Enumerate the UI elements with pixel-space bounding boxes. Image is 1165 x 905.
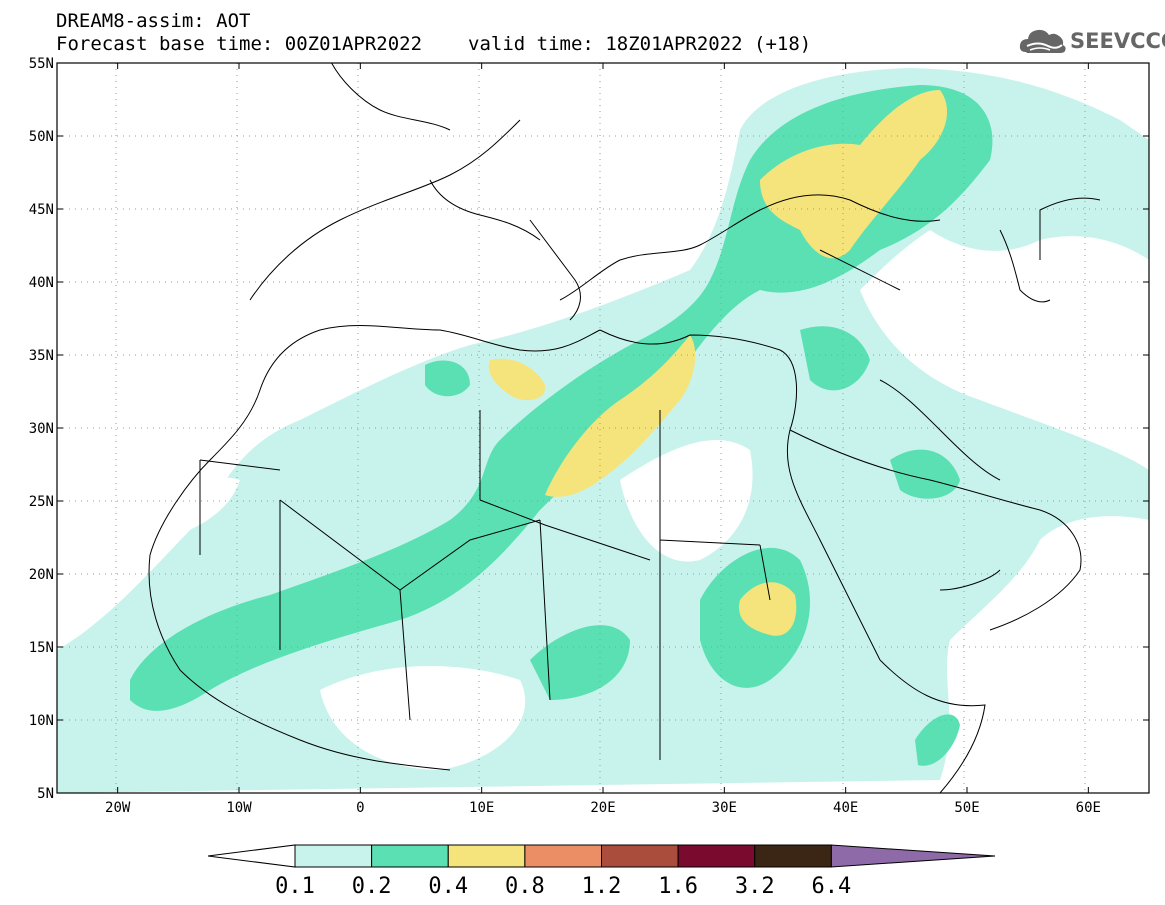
lat-tick-label: 30N [29,421,54,437]
lon-tick-label: 30E [712,800,737,816]
aot-hole-2 [620,440,753,562]
aot-field-mid-6 [425,360,470,397]
colorbar-label: 1.2 [582,874,622,899]
aot-hole-3 [320,666,526,770]
graticule [57,63,1149,793]
colorbar-swatch [601,844,679,868]
seevccc-logo: SEEVCCC [1018,24,1165,58]
aot-field-high-1 [760,90,948,259]
lat-tick-label: 5N [37,786,54,802]
cloud-icon [1019,29,1066,53]
aot-field-mid-4 [800,326,870,391]
valid-time: valid time: 18Z01APR2022 (+18) [468,33,812,55]
lat-ticks: 55N 50N 45N 40N 35N 30N 25N 20N 15N 10N 5N [29,56,1149,802]
lon-tick-label: 40E [833,800,858,816]
colorbar-label: 0.4 [428,874,468,899]
lat-tick-label: 40N [29,275,54,291]
lat-tick-label: 55N [29,56,54,72]
aot-field-mid-7 [915,714,960,766]
aot-field-mid [130,85,993,711]
colorbar-label: 0.2 [352,874,392,899]
lon-tick-label: 50E [954,800,979,816]
colorbar-swatch [294,844,373,868]
aot-field-high-4 [739,582,797,636]
colorbar-label: 3.2 [735,874,775,899]
lon-ticks: 20W 10W 0 10E 20E 30E 40E 50E 60E [105,63,1101,816]
colorbar-swatch [677,844,756,868]
title-line: DREAM8-assim: AOT [56,10,251,32]
lon-tick-label: 10E [469,800,494,816]
colorbar-swatch [524,844,602,868]
colorbar-swatch [754,844,832,868]
aot-field-mid-5 [890,449,960,499]
colorbar-label: 0.8 [505,874,545,899]
lat-tick-label: 45N [29,202,54,218]
colorbar-swatch [447,844,526,868]
lat-tick-label: 50N [29,129,54,145]
time-line: Forecast base time: 00Z01APR2022 valid ti… [56,33,811,55]
aot-field-mid-3 [530,625,630,700]
aot-hole-1 [120,477,240,540]
colorbar-under-arrow [207,844,296,868]
lon-tick-label: 10W [226,800,252,816]
lat-tick-label: 20N [29,567,54,583]
colorbar-swatch [371,844,449,868]
aot-field-high-2 [545,335,696,497]
lon-tick-label: 20W [105,800,131,816]
colorbar-label: 1.6 [658,874,698,899]
aot-field-high-3 [488,358,546,401]
colorbar-label: 0.1 [275,874,315,899]
lat-tick-label: 35N [29,348,54,364]
lat-tick-label: 10N [29,713,54,729]
colorbar: 0.1 0.2 0.4 0.8 1.2 1.6 3.2 6.4 [207,844,996,899]
logo-text: SEEVCCC [1070,29,1165,53]
lat-tick-label: 25N [29,494,54,510]
lon-tick-label: 20E [590,800,615,816]
lon-tick-label: 60E [1076,800,1101,816]
base-time: Forecast base time: 00Z01APR2022 [56,33,423,55]
colorbar-over-arrow [830,844,996,868]
coastlines [148,63,1101,793]
lon-tick-label: 0 [356,800,364,816]
colorbar-label: 6.4 [812,874,852,899]
aot-contours [57,68,1149,793]
lat-tick-label: 15N [29,640,54,656]
